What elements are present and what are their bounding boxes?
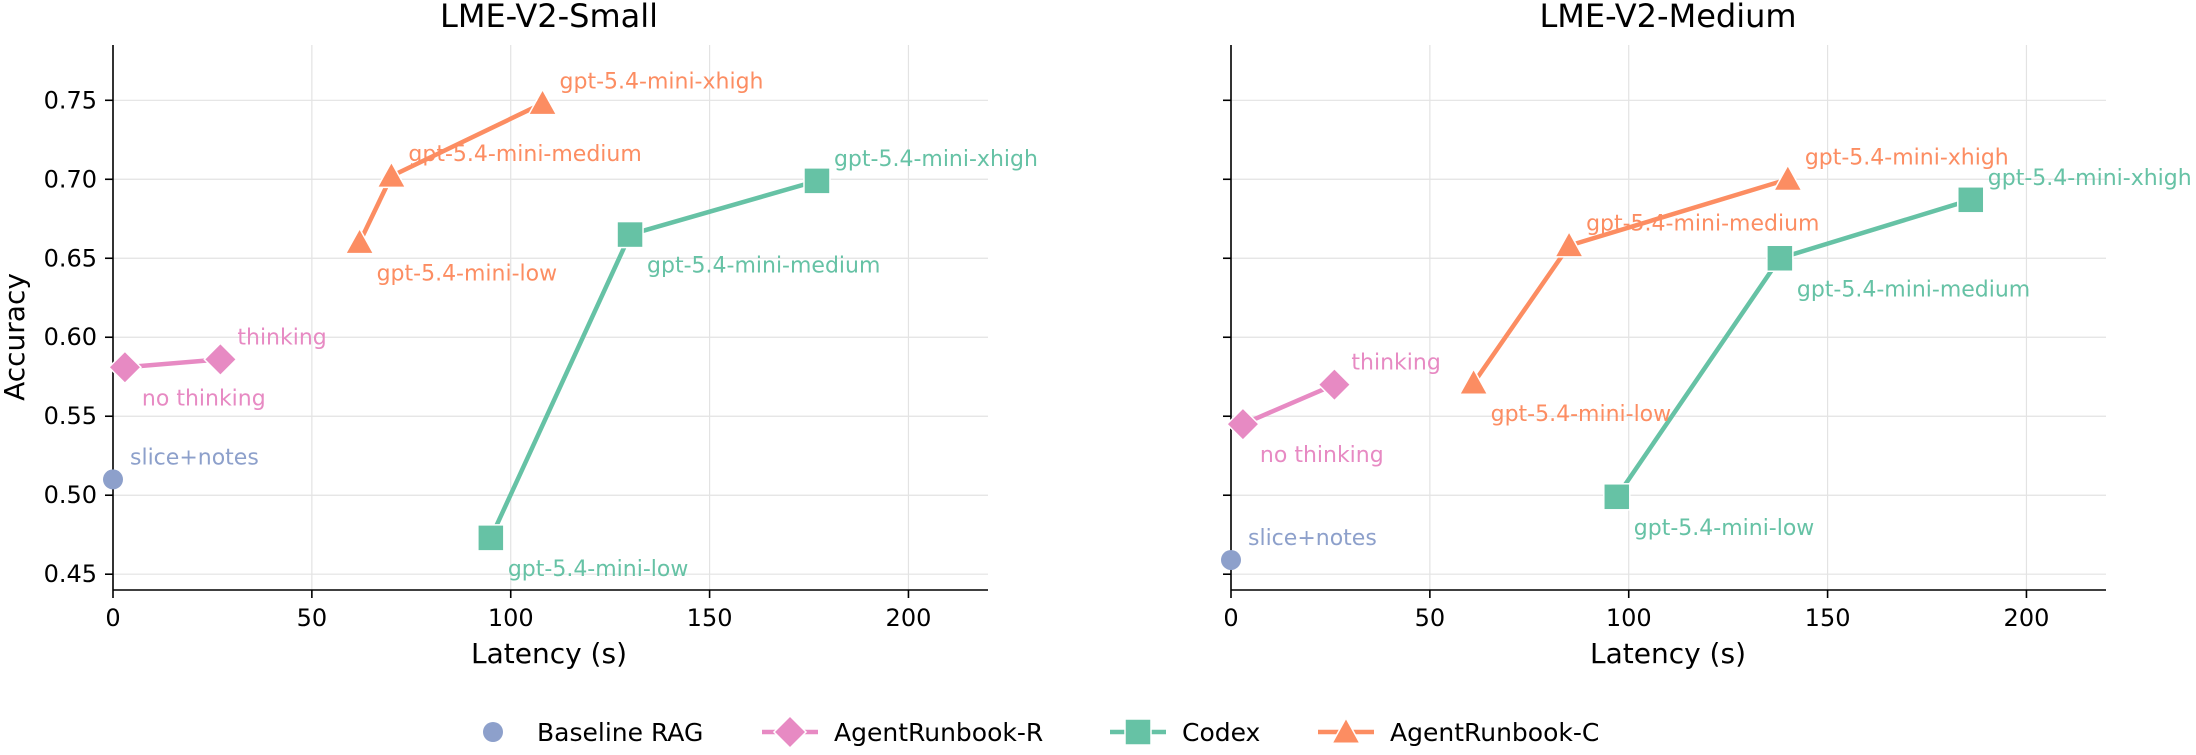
x-tick-label: 50 xyxy=(1415,604,1446,632)
point-label: slice+notes xyxy=(130,445,259,470)
data-point-codex xyxy=(803,167,831,195)
data-point-codex xyxy=(1766,244,1794,273)
panel-lme-v2-medium: LME-V2-Medium Latency (s) 0 50 100 150 200 sl… xyxy=(1221,0,2192,670)
x-tick-label: 50 xyxy=(297,604,328,632)
legend-marker-agentrunbook-c xyxy=(1330,716,1362,744)
point-label: no thinking xyxy=(142,386,266,411)
point-label: slice+notes xyxy=(1248,526,1377,551)
point-label: gpt-5.4-mini-low xyxy=(508,557,689,582)
legend-label: Codex xyxy=(1182,718,1260,747)
series-baseline-rag: slice+notes xyxy=(103,445,259,490)
legend-label: AgentRunbook-C xyxy=(1390,718,1599,747)
point-label: no thinking xyxy=(1260,443,1384,468)
point-label: gpt-5.4-mini-xhigh xyxy=(1988,166,2192,191)
series-line-agentrunbook-r xyxy=(124,357,221,370)
point-label: gpt-5.4-mini-medium xyxy=(408,142,641,167)
point-label: gpt-5.4-mini-low xyxy=(377,261,558,286)
legend-label: AgentRunbook-R xyxy=(834,718,1043,747)
data-point-agentrunbook-r xyxy=(1225,407,1260,442)
point-label: gpt-5.4-mini-medium xyxy=(1586,212,1819,237)
grid xyxy=(112,45,988,590)
x-tick-label: 200 xyxy=(2004,604,2050,632)
x-tick-label: 100 xyxy=(488,604,534,632)
series-line-codex xyxy=(488,178,818,539)
legend-item-codex: Codex xyxy=(1110,718,1260,747)
series-line-agentrunbook-r xyxy=(1242,382,1336,427)
y-tick-label: 0.70 xyxy=(44,165,97,193)
point-label: gpt-5.4-mini-xhigh xyxy=(1805,145,2009,170)
y-tick-label: 0.75 xyxy=(44,86,97,114)
data-point-agentrunbook-c xyxy=(527,87,558,116)
series-agentrunbook-r: no thinking thinking xyxy=(107,325,327,411)
legend-marker-codex xyxy=(1124,718,1152,746)
series-agentrunbook-r: no thinking thinking xyxy=(1225,351,1441,468)
point-label: thinking xyxy=(237,325,326,350)
y-tick-label: 0.50 xyxy=(44,481,97,509)
data-point-codex xyxy=(616,220,644,249)
data-point-agentrunbook-c xyxy=(1553,230,1585,258)
data-point-baseline-rag xyxy=(1221,549,1241,570)
legend-item-agentrunbook-c: AgentRunbook-C xyxy=(1318,716,1599,747)
point-label: gpt-5.4-mini-xhigh xyxy=(834,147,1038,172)
data-point-codex xyxy=(1603,483,1631,511)
series-agentrunbook-c: gpt-5.4-mini-low gpt-5.4-mini-medium gpt-5… xyxy=(344,69,764,286)
x-tick-label: 200 xyxy=(886,604,932,632)
data-point-codex xyxy=(477,524,505,552)
y-axis-label: Accuracy xyxy=(0,273,31,401)
legend-item-agentrunbook-r: AgentRunbook-R xyxy=(762,714,1043,750)
panel-title: LME-V2-Medium xyxy=(1539,0,1796,35)
point-label: gpt-5.4-mini-low xyxy=(1491,402,1672,427)
x-tick-label: 0 xyxy=(1223,604,1238,632)
data-point-agentrunbook-r xyxy=(203,342,238,377)
series-agentrunbook-c: gpt-5.4-mini-low gpt-5.4-mini-medium gpt-5… xyxy=(1458,145,2009,427)
grid xyxy=(1230,45,2106,590)
x-tick-label: 0 xyxy=(105,604,120,632)
y-tick-label: 0.65 xyxy=(44,244,97,272)
series-codex: gpt-5.4-mini-low gpt-5.4-mini-medium gpt-5… xyxy=(1603,166,2192,541)
point-label: thinking xyxy=(1351,351,1440,376)
x-tick-label: 150 xyxy=(687,604,733,632)
panel-lme-v2-small: LME-V2-Small Latency (s) Accuracy 0 50 100… xyxy=(0,0,1038,670)
data-point-agentrunbook-c xyxy=(1458,367,1489,396)
point-label: gpt-5.4-mini-medium xyxy=(1797,277,2030,302)
data-point-agentrunbook-c xyxy=(1772,163,1804,192)
legend-marker-agentrunbook-r xyxy=(772,714,808,750)
data-point-agentrunbook-r xyxy=(1317,367,1352,402)
data-point-agentrunbook-r xyxy=(107,350,142,385)
y-tick-label: 0.60 xyxy=(44,323,97,351)
data-point-codex xyxy=(1957,186,1985,214)
data-point-baseline-rag xyxy=(103,469,123,490)
panel-title: LME-V2-Small xyxy=(440,0,658,35)
data-point-agentrunbook-c xyxy=(376,160,407,189)
x-axis-label: Latency (s) xyxy=(1590,637,1746,670)
legend: Baseline RAG AgentRunbook-R Codex AgentRunb… xyxy=(483,714,1599,750)
x-tick-label: 100 xyxy=(1606,604,1652,632)
point-label: gpt-5.4-mini-xhigh xyxy=(560,69,764,94)
point-label: gpt-5.4-mini-medium xyxy=(647,254,880,279)
y-tick-label: 0.45 xyxy=(44,560,97,588)
x-axis-label: Latency (s) xyxy=(471,637,627,670)
legend-item-baseline-rag: Baseline RAG xyxy=(483,718,703,747)
series-line-codex xyxy=(1614,197,1972,499)
legend-label: Baseline RAG xyxy=(537,718,703,747)
series-codex: gpt-5.4-mini-low gpt-5.4-mini-medium gpt-5… xyxy=(477,147,1038,582)
point-label: gpt-5.4-mini-low xyxy=(1634,516,1815,541)
x-tick-label: 150 xyxy=(1805,604,1851,632)
series-line-agentrunbook-c xyxy=(1471,177,1789,385)
y-tick-label: 0.55 xyxy=(44,402,97,430)
series-baseline-rag: slice+notes xyxy=(1221,526,1377,570)
data-point-agentrunbook-c xyxy=(344,226,375,255)
legend-marker-baseline-rag xyxy=(483,722,503,742)
